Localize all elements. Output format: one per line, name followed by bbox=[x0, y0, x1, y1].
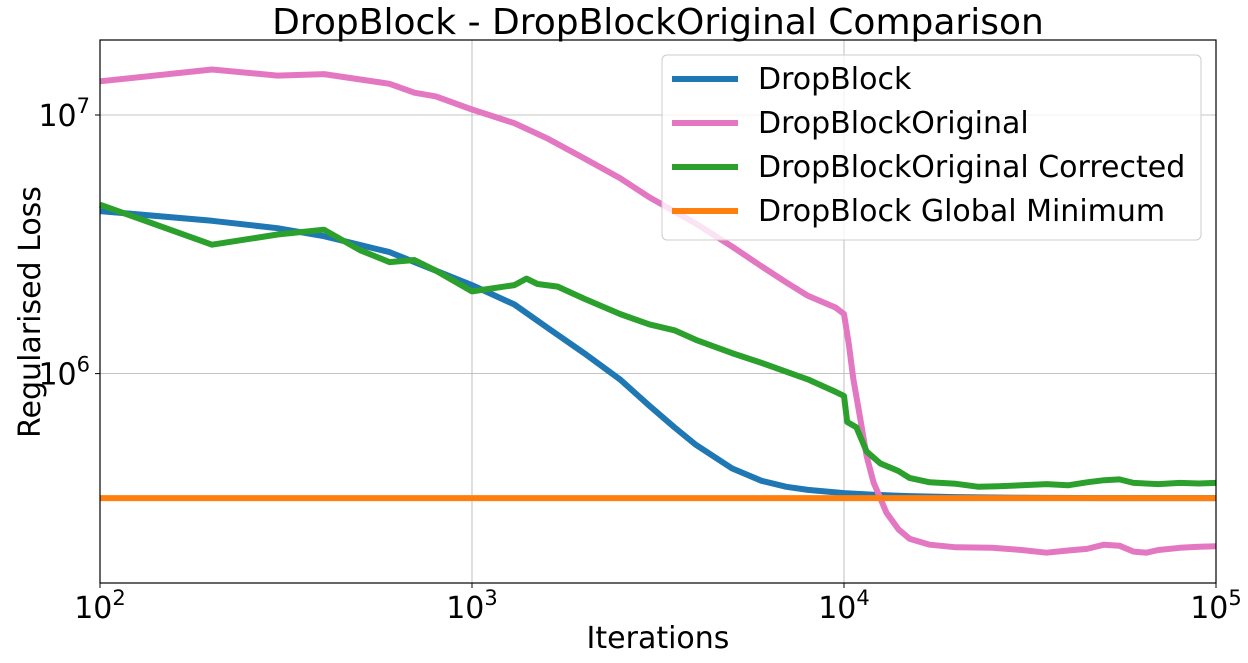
x-tick-base: 10 bbox=[1190, 591, 1228, 626]
legend: DropBlock DropBlockOriginal DropBlockOrigi… bbox=[661, 54, 1202, 241]
y-tick-exponent: 6 bbox=[77, 353, 90, 377]
x-tick-exponent: 2 bbox=[112, 586, 125, 610]
legend-label: DropBlockOriginal bbox=[758, 106, 1029, 141]
y-tick-label: 107 bbox=[38, 94, 90, 134]
x-tick-label: 103 bbox=[446, 586, 498, 626]
legend-label: DropBlock bbox=[758, 62, 912, 97]
x-tick-exponent: 3 bbox=[484, 586, 497, 610]
x-tick-label: 102 bbox=[74, 586, 126, 626]
x-axis-label: Iterations bbox=[587, 621, 730, 656]
y-tick-base: 10 bbox=[38, 99, 76, 134]
y-tick-exponent: 7 bbox=[77, 94, 90, 118]
series-line-dropblockoriginal-corrected bbox=[98, 201, 1217, 490]
legend-box bbox=[661, 54, 1202, 241]
x-tick-base: 10 bbox=[74, 591, 112, 626]
y-tick-label: 106 bbox=[38, 353, 90, 393]
legend-label: DropBlockOriginal Corrected bbox=[758, 150, 1185, 185]
x-tick-label: 105 bbox=[1190, 586, 1242, 626]
series-line-dropblockoriginal bbox=[99, 66, 1217, 556]
x-axis-ticks: 102 103 104 105 bbox=[74, 583, 1242, 626]
x-tick-exponent: 5 bbox=[1228, 586, 1241, 610]
x-tick-label: 104 bbox=[818, 586, 870, 626]
y-axis-label: Regularised Loss bbox=[13, 186, 48, 438]
x-tick-base: 10 bbox=[446, 591, 484, 626]
series-layer bbox=[98, 66, 1217, 556]
chart-title: DropBlock - DropBlockOriginal Comparison bbox=[272, 2, 1044, 43]
x-tick-base: 10 bbox=[818, 591, 856, 626]
y-tick-base: 10 bbox=[38, 358, 76, 393]
legend-label: DropBlock Global Minimum bbox=[758, 194, 1165, 229]
plot-frame bbox=[99, 39, 1217, 584]
x-tick-exponent: 4 bbox=[856, 586, 869, 610]
